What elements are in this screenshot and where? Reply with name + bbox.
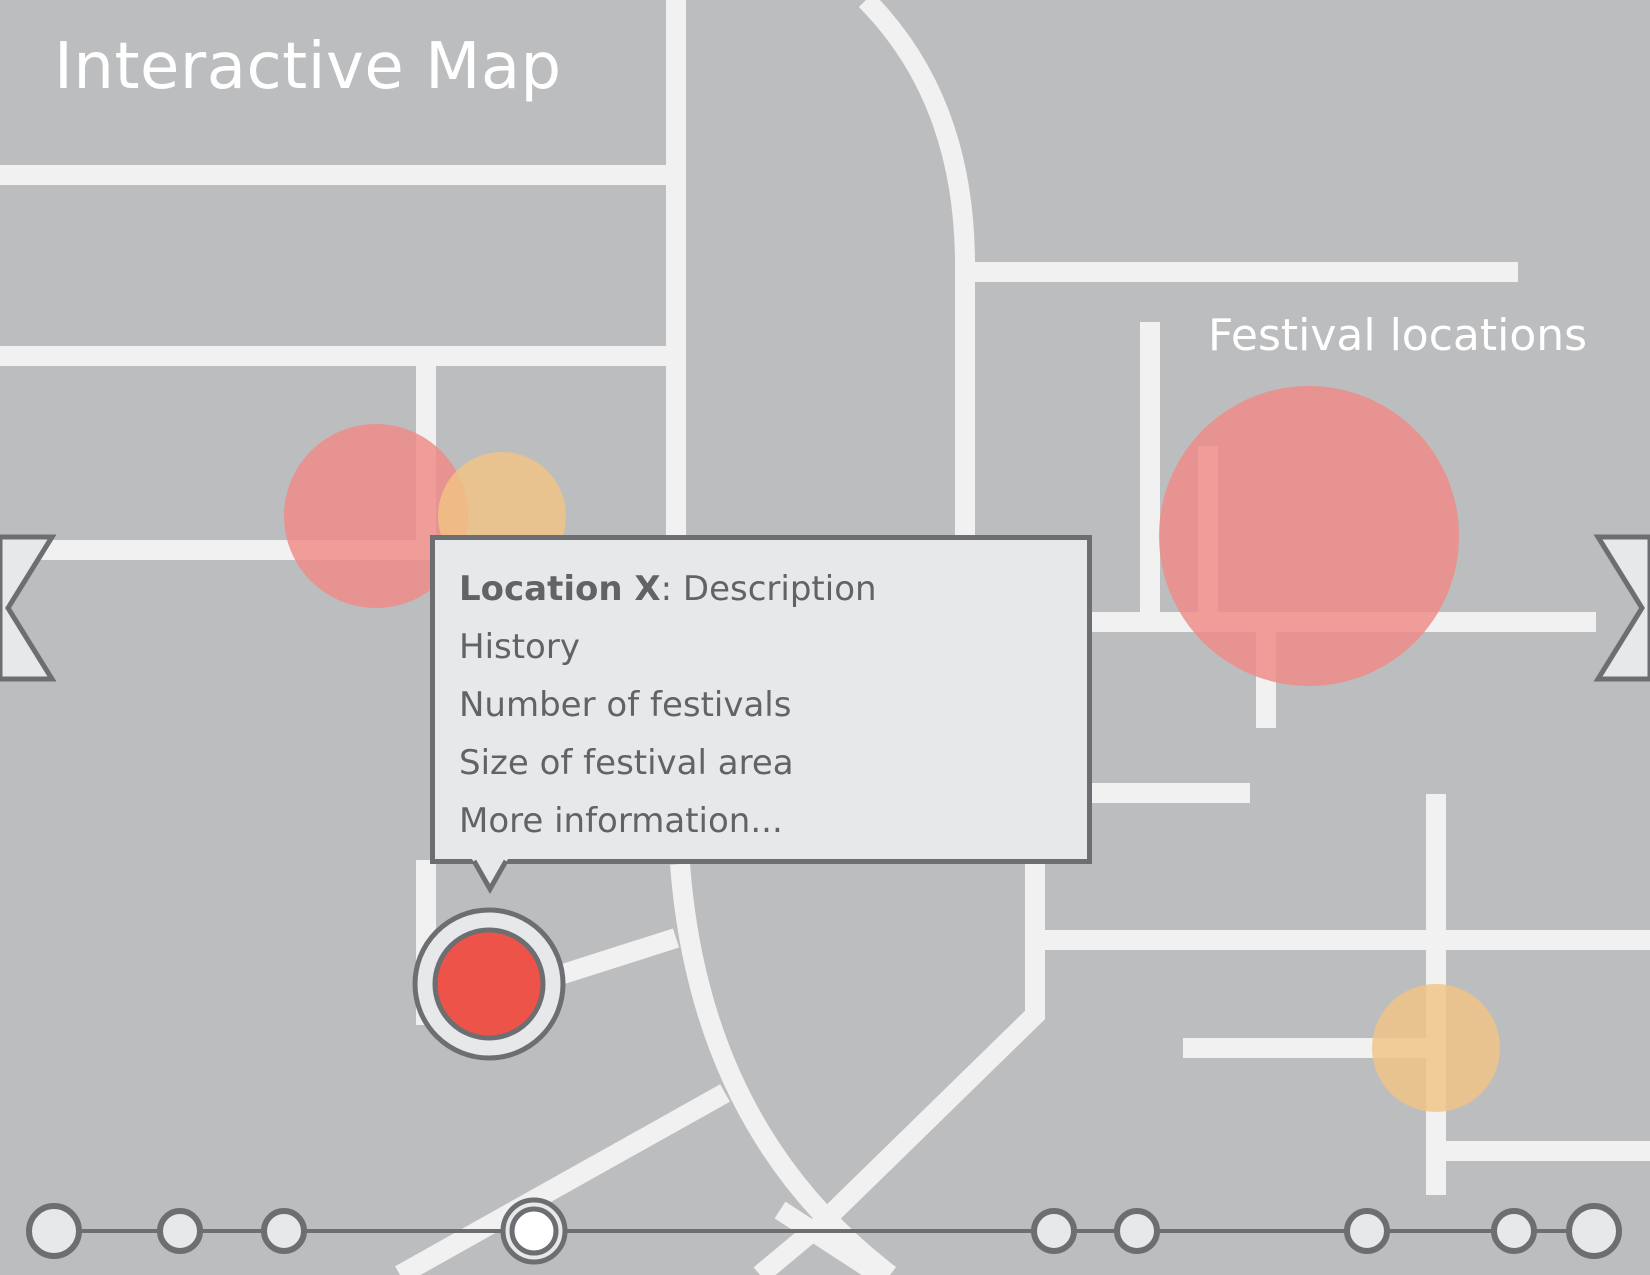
festival-bubble[interactable] <box>1159 386 1459 686</box>
popup-history: History <box>459 627 580 667</box>
timeline-stop[interactable] <box>1031 1208 1077 1254</box>
legend-label: Festival locations <box>1208 310 1588 361</box>
timeline-stop[interactable] <box>26 1203 82 1259</box>
page-title: Interactive Map <box>54 30 562 104</box>
popup-area-size: Size of festival area <box>459 743 794 783</box>
map-pin-center <box>432 927 546 1041</box>
festival-bubble[interactable] <box>1372 984 1500 1112</box>
timeline-stop[interactable] <box>261 1208 307 1254</box>
timeline-stop[interactable] <box>1566 1203 1622 1259</box>
next-button[interactable] <box>1590 534 1650 686</box>
popup-title-rest: : Description <box>660 569 877 609</box>
timeline-stop[interactable] <box>1114 1208 1160 1254</box>
chevron-left-icon <box>0 534 57 682</box>
timeline-stop-inner <box>509 1206 559 1256</box>
road <box>774 1201 886 1275</box>
festival-bubble[interactable] <box>284 424 468 608</box>
road <box>858 0 975 540</box>
location-popup: Location X: Description History Number o… <box>430 535 1092 864</box>
popup-festival-count: Number of festivals <box>459 685 792 725</box>
previous-button[interactable] <box>0 534 60 686</box>
festival-bubbles[interactable] <box>284 386 1500 1112</box>
more-information-link[interactable]: More information... <box>459 801 783 841</box>
chevron-right-icon <box>1593 534 1650 682</box>
popup-pointer <box>472 859 508 895</box>
road <box>556 928 680 985</box>
road <box>395 1084 730 1275</box>
timeline-stop[interactable] <box>1344 1208 1390 1254</box>
selected-location-marker[interactable] <box>412 907 566 1061</box>
popup-title: Location X: Description <box>459 560 1063 618</box>
popup-location-name: Location X <box>459 569 661 609</box>
timeline[interactable] <box>26 1197 1622 1265</box>
timeline-stop[interactable] <box>1491 1208 1537 1254</box>
timeline-stop-selected[interactable] <box>500 1197 568 1265</box>
timeline-stop[interactable] <box>157 1208 203 1254</box>
